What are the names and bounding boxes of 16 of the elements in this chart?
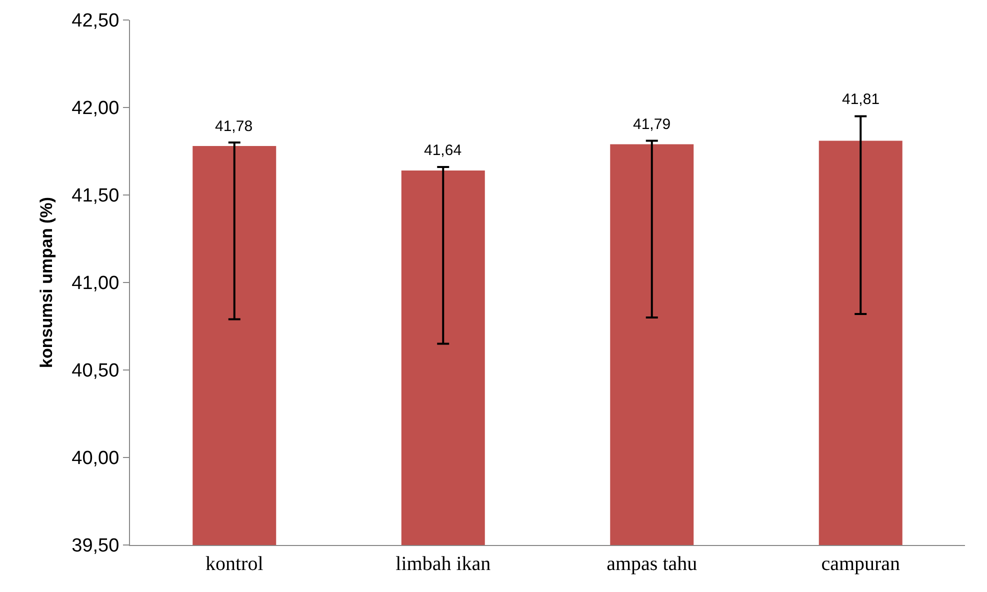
x-tick-label: limbah ikan — [396, 553, 491, 575]
x-tick-label: ampas tahu — [606, 553, 698, 575]
y-tick-label: 40,00 — [72, 448, 120, 470]
y-tick-label: 41,50 — [72, 186, 120, 207]
data-label: 41,81 — [842, 91, 880, 108]
y-tick-label: 41,00 — [72, 273, 120, 294]
y-tick-label: 42,50 — [72, 10, 120, 32]
x-tick-label: campuran — [821, 553, 900, 575]
y-tick-label: 39,50 — [72, 536, 120, 557]
data-label: 41,64 — [424, 142, 462, 159]
x-tick-label: kontrol — [205, 553, 264, 575]
y-tick-label: 42,00 — [72, 98, 120, 120]
data-label: 41,78 — [215, 118, 253, 135]
y-axis-title: konsumsi umpan (%) — [37, 197, 56, 368]
data-label: 41,79 — [633, 116, 671, 133]
y-tick-label: 40,50 — [72, 360, 120, 382]
